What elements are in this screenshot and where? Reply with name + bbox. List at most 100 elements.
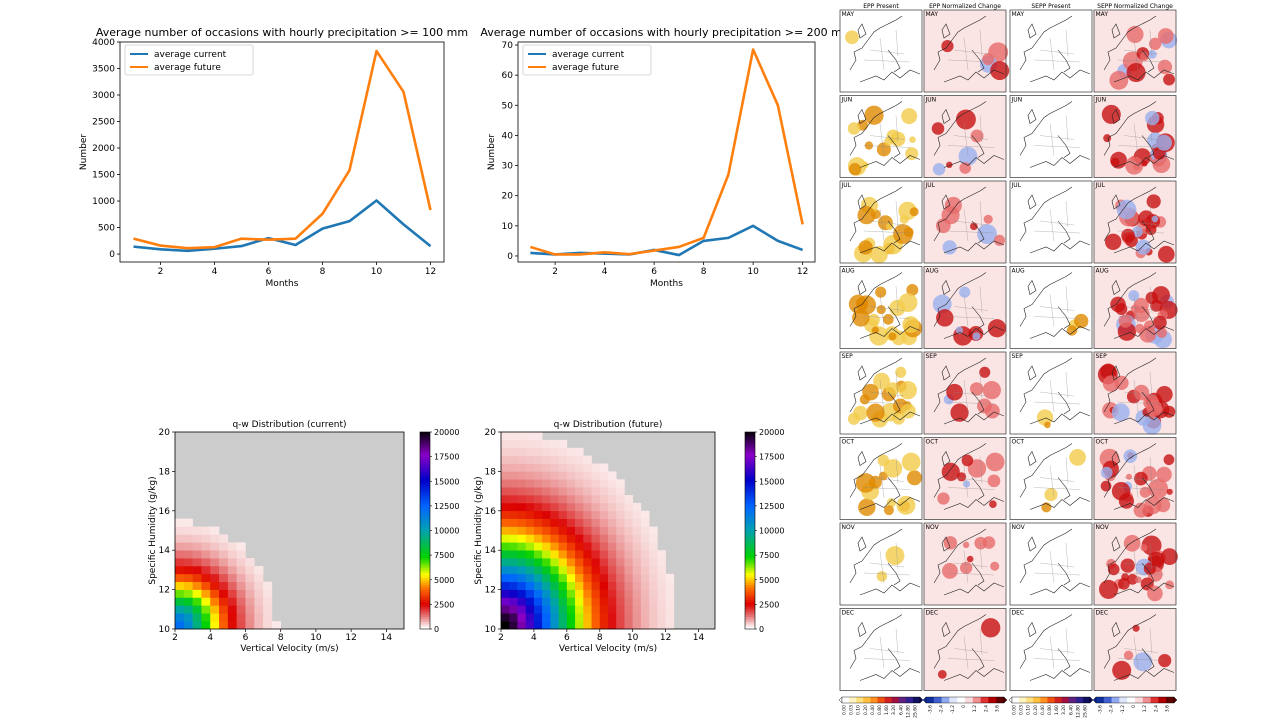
coastline <box>849 614 903 669</box>
month-label: SEP <box>842 353 854 360</box>
heatmap-cell <box>591 495 601 504</box>
colorbar-segment <box>420 540 430 544</box>
heatmap-cell <box>608 502 617 512</box>
coastline <box>849 443 903 498</box>
heatmap-cell <box>533 558 543 567</box>
colorbar-tick-label: -1.2 <box>1120 705 1126 714</box>
colorbar-segment <box>420 481 430 485</box>
colorbar-arrow-left <box>1092 696 1097 704</box>
heatmap-cell <box>583 526 592 535</box>
colorbar-segment <box>420 599 430 603</box>
map-data-blob <box>876 571 888 582</box>
heatmap-cell <box>591 502 601 512</box>
heatmap-cell <box>509 471 518 480</box>
x-tick-label: 10 <box>310 633 322 643</box>
colorbar-segment <box>420 621 430 625</box>
colorbar-segment <box>745 540 755 544</box>
heatmap-cell <box>640 565 650 575</box>
border-line <box>1033 401 1081 405</box>
x-tick-label: 14 <box>381 633 393 643</box>
colorbar-segment <box>745 444 755 448</box>
colorbar-segment <box>1119 697 1128 703</box>
colorbar-segment <box>1103 697 1112 703</box>
coastline <box>1141 135 1155 158</box>
heatmap-cell <box>632 558 642 567</box>
heatmap-cell <box>657 613 666 622</box>
x-tick-label: 6 <box>243 633 249 643</box>
heatmap-cell <box>192 605 202 614</box>
x-tick-label: 6 <box>564 633 570 643</box>
coastline <box>859 668 921 681</box>
border-line <box>979 29 983 57</box>
colorbar-segment <box>1166 697 1175 703</box>
heatmap-cell <box>245 558 255 567</box>
heatmap-cell <box>183 550 193 559</box>
heatmap-cell <box>599 589 609 598</box>
heatmap-cell <box>657 581 666 590</box>
heatmap-cell <box>608 526 617 535</box>
heatmap-cell <box>542 621 551 630</box>
map-data-blob <box>1112 660 1132 680</box>
colorbar-segment <box>1158 697 1167 703</box>
month-label: OCT <box>842 439 855 446</box>
colorbar-segment <box>420 505 430 509</box>
heatmap-cell <box>640 613 650 622</box>
heatmap-cell <box>501 550 510 559</box>
heatmap-cell <box>501 621 510 630</box>
coastline <box>943 240 1005 254</box>
coastline <box>859 582 921 596</box>
map-data-blob <box>972 332 981 341</box>
heatmap-cell <box>575 455 584 464</box>
heatmap-cell <box>583 613 592 622</box>
heatmap-cell <box>558 510 568 519</box>
coastline <box>943 668 1005 681</box>
coastline <box>1029 326 1091 339</box>
x-tick-label: 10 <box>747 267 759 277</box>
heatmap-cell <box>616 565 625 575</box>
heatmap-cell <box>533 518 543 527</box>
coastline <box>887 391 901 415</box>
colorbar-segment <box>745 532 755 536</box>
coastline <box>1113 240 1175 254</box>
heatmap-cell <box>525 542 535 551</box>
legend-label: average future <box>154 63 221 73</box>
map-data-blob <box>1117 322 1137 341</box>
heatmap-cell <box>175 621 185 630</box>
heatmap-cell <box>616 542 625 551</box>
heatmap-cell <box>591 558 601 567</box>
y-tick-label: 1000 <box>92 197 115 207</box>
heatmap-cell <box>192 581 202 590</box>
heatmap-cell <box>542 605 551 614</box>
map-data-blob <box>1074 313 1089 329</box>
colorbar-tick-label: 0.00 <box>842 705 848 715</box>
heatmap-cell <box>509 487 518 496</box>
heatmap-cell <box>649 542 658 551</box>
heatmap-cell <box>525 621 535 630</box>
heatmap-cell <box>201 605 211 614</box>
map-data-blob <box>1127 574 1138 585</box>
heatmap-cell <box>624 613 633 622</box>
heatmap-cell <box>550 463 559 472</box>
border-line <box>1039 391 1075 397</box>
colorbar-segment <box>420 523 430 526</box>
heatmap-cell <box>566 589 576 598</box>
border-line <box>1049 37 1055 71</box>
heatmap-cell <box>517 447 526 456</box>
heatmap-cell <box>542 447 551 456</box>
colorbar-segment <box>898 697 907 703</box>
map-data-blob <box>866 403 885 422</box>
colorbar-segment <box>420 476 430 480</box>
colorbar-segment <box>420 464 430 467</box>
y-axis-label: Specific Humidity (g/kg) <box>148 476 158 584</box>
coastline <box>1111 450 1121 466</box>
heatmap-cell <box>525 573 535 583</box>
map-data-blob <box>1142 415 1162 435</box>
heatmap-cell <box>219 550 229 559</box>
map-data-blob <box>961 454 974 467</box>
heatmap-cell <box>657 573 666 583</box>
border-line <box>979 286 983 313</box>
colorbar-segment <box>745 611 755 615</box>
month-label: JUN <box>841 97 853 104</box>
y-tick-label: 3000 <box>92 91 115 101</box>
colorbar-segment <box>1054 697 1062 703</box>
